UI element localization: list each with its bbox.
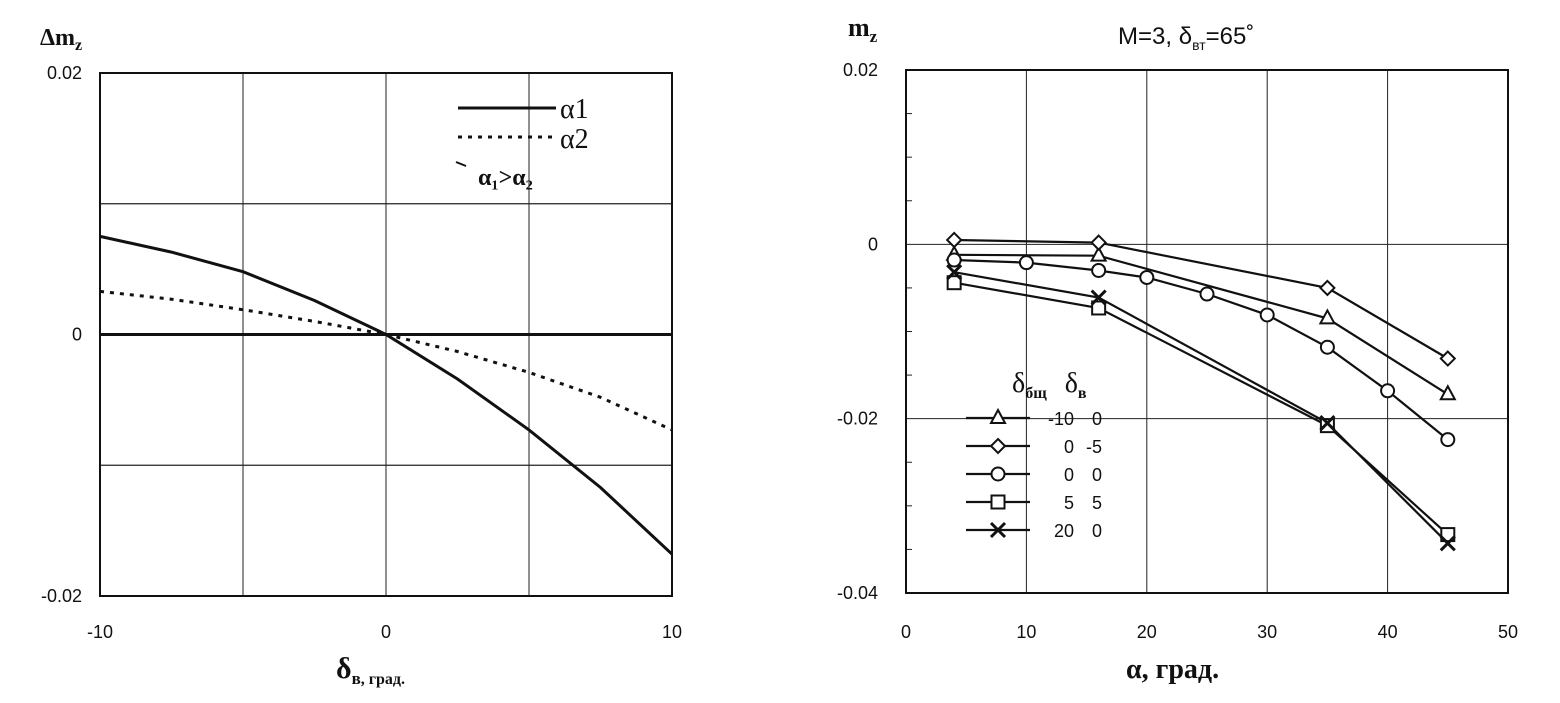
legend-label-a: 0 bbox=[1064, 437, 1074, 457]
left-plot-frame bbox=[99, 72, 673, 597]
left-x-axis-label: δв, град. bbox=[336, 652, 405, 688]
right-series-line-triangle bbox=[954, 253, 1449, 396]
left-y-axis-label: Δmz bbox=[40, 25, 82, 54]
data-point-circle bbox=[1380, 383, 1396, 399]
data-point-square bbox=[1091, 300, 1107, 316]
legend-label-b: 5 bbox=[1092, 493, 1102, 513]
legend-label-alpha1: α1 bbox=[560, 94, 589, 125]
data-point-square bbox=[1440, 527, 1456, 543]
right-x-tick-label: 30 bbox=[1257, 622, 1277, 642]
right-chart-title: M=3, δвт=65˚ bbox=[1118, 23, 1254, 53]
right-x-tick-label: 40 bbox=[1378, 622, 1398, 642]
data-point-circle bbox=[1259, 307, 1275, 323]
right-series-line-diamond bbox=[954, 238, 1449, 360]
data-point-circle bbox=[1440, 432, 1456, 448]
right-y-axis-label: mz bbox=[848, 13, 878, 46]
data-point-square bbox=[1319, 418, 1335, 434]
legend-marker-square bbox=[990, 494, 1006, 510]
left-x-tick-label: 0 bbox=[381, 622, 391, 642]
data-point-diamond bbox=[1318, 279, 1336, 297]
data-point-circle bbox=[1091, 262, 1107, 278]
legend-marker-triangle bbox=[989, 407, 1007, 424]
right-series-line-square bbox=[954, 281, 1449, 536]
left-chart: -10 0 10 0.02 0 -0.02 Δmz δв, град. α1 α2 α₁>… bbox=[40, 25, 682, 688]
left-x-tick-label: 10 bbox=[662, 622, 682, 642]
legend-label-b: 0 bbox=[1092, 409, 1102, 429]
legend-label-a: -10 bbox=[1048, 409, 1074, 429]
data-point-triangle bbox=[1439, 384, 1457, 401]
data-point-diamond bbox=[1090, 234, 1108, 252]
right-y-tick-label: 0 bbox=[868, 234, 878, 254]
left-y-tick-label: 0 bbox=[72, 325, 82, 345]
data-point-cross bbox=[1319, 414, 1336, 432]
left-tick-labels: -10 0 10 0.02 0 -0.02 bbox=[41, 63, 682, 642]
legend-label-b: 0 bbox=[1092, 465, 1102, 485]
right-series-line-circle bbox=[954, 258, 1449, 441]
right-series-line-cross bbox=[954, 271, 1449, 545]
data-point-circle bbox=[1018, 255, 1034, 271]
right-x-tick-label: 10 bbox=[1016, 622, 1036, 642]
data-point-triangle bbox=[1089, 245, 1108, 262]
data-point-circle bbox=[1199, 286, 1215, 302]
right-tick-labels: 0 10 20 30 40 500.020-0.02-0.04 bbox=[837, 60, 1518, 642]
left-x-tick-label: -10 bbox=[87, 622, 113, 642]
right-lines bbox=[945, 231, 1457, 552]
data-point-square bbox=[946, 275, 962, 291]
legend-marker-cross bbox=[989, 521, 1007, 539]
right-plot-frame bbox=[905, 69, 1509, 594]
legend-header: δбщ δв bbox=[1012, 368, 1087, 402]
data-point-circle bbox=[1319, 339, 1335, 355]
left-y-tick-label: 0.02 bbox=[47, 63, 82, 83]
data-point-diamond bbox=[1439, 350, 1457, 367]
data-point-diamond bbox=[945, 231, 963, 249]
right-x-axis-label: α, град. bbox=[1126, 654, 1219, 685]
legend-label-a: 5 bbox=[1064, 493, 1074, 513]
right-x-tick-label: 50 bbox=[1498, 622, 1518, 642]
data-point-triangle bbox=[1318, 308, 1337, 325]
data-point-cross bbox=[1090, 289, 1107, 306]
data-point-circle bbox=[1139, 269, 1155, 285]
legend-label-b: -5 bbox=[1086, 437, 1102, 457]
right-x-tick-label: 20 bbox=[1137, 622, 1157, 642]
right-y-tick-label: -0.04 bbox=[837, 583, 878, 603]
left-legend: α1 α2 α₁>α₂ bbox=[455, 94, 589, 191]
right-grid bbox=[906, 70, 1508, 593]
left-y-tick-label: -0.02 bbox=[41, 586, 82, 606]
right-legend: δбщ δв -10 00 -50 05 520 0 bbox=[966, 368, 1102, 541]
legend-note-tick bbox=[455, 161, 467, 167]
legend-marker-diamond bbox=[989, 437, 1007, 455]
data-point-cross bbox=[946, 264, 963, 281]
legend-label-alpha2: α2 bbox=[560, 124, 589, 155]
data-point-circle bbox=[946, 252, 962, 268]
right-x-tick-label: 0 bbox=[901, 622, 911, 642]
legend-marker-circle bbox=[990, 466, 1006, 482]
legend-note: α₁>α₂ bbox=[478, 165, 533, 191]
legend-label-b: 0 bbox=[1092, 521, 1102, 541]
left-series-line-1 bbox=[99, 234, 674, 556]
right-chart: 0 10 20 30 40 500.020-0.02-0.04 mz M=3, δвт=6… bbox=[837, 13, 1518, 685]
legend-label-a: 20 bbox=[1054, 521, 1074, 541]
right-y-tick-label: 0.02 bbox=[843, 60, 878, 80]
data-point-cross bbox=[1439, 535, 1456, 552]
right-y-tick-label: -0.02 bbox=[837, 409, 878, 429]
left-lines bbox=[99, 234, 674, 556]
legend-label-a: 0 bbox=[1064, 465, 1074, 485]
